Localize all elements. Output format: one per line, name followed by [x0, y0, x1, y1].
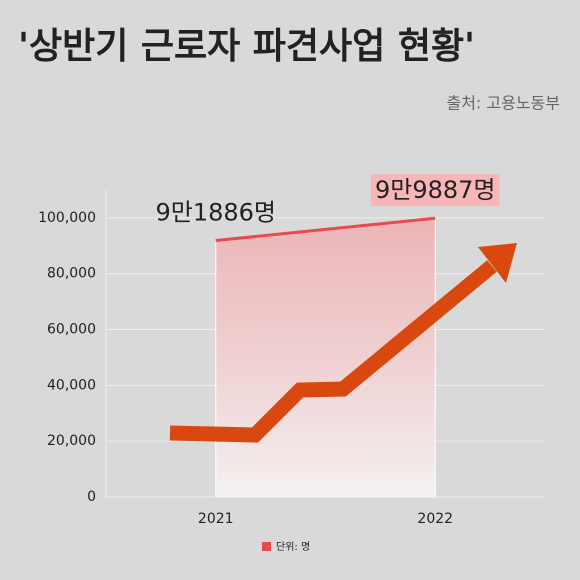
source: 출처: 고용노동부 [446, 94, 560, 113]
value-label: 9만9887명 [375, 176, 496, 204]
y-tick-label: 0 [87, 489, 96, 505]
area [215, 218, 436, 497]
unit-label: 단위: 명 [276, 540, 310, 553]
y-tick-label: 100,000 [38, 210, 96, 226]
value-label: 9만1886명 [155, 199, 276, 227]
value-label-bg [370, 174, 500, 207]
y-tick-label: 80,000 [47, 266, 96, 282]
x-tick-label: 2021 [198, 511, 234, 527]
x-tick-label: 2022 [417, 511, 453, 527]
line [215, 216, 436, 243]
y-tick-label: 60,000 [47, 322, 96, 338]
arrow-head [478, 243, 517, 283]
chart-title: '상반기 근로자 파견사업 현황' [18, 26, 475, 67]
y-tick-label: 40,000 [47, 377, 96, 393]
y-tick-label: 20,000 [47, 433, 96, 449]
legend-swatch [262, 542, 271, 551]
arrow-body [169, 260, 497, 443]
decorative-arrow [169, 243, 517, 443]
